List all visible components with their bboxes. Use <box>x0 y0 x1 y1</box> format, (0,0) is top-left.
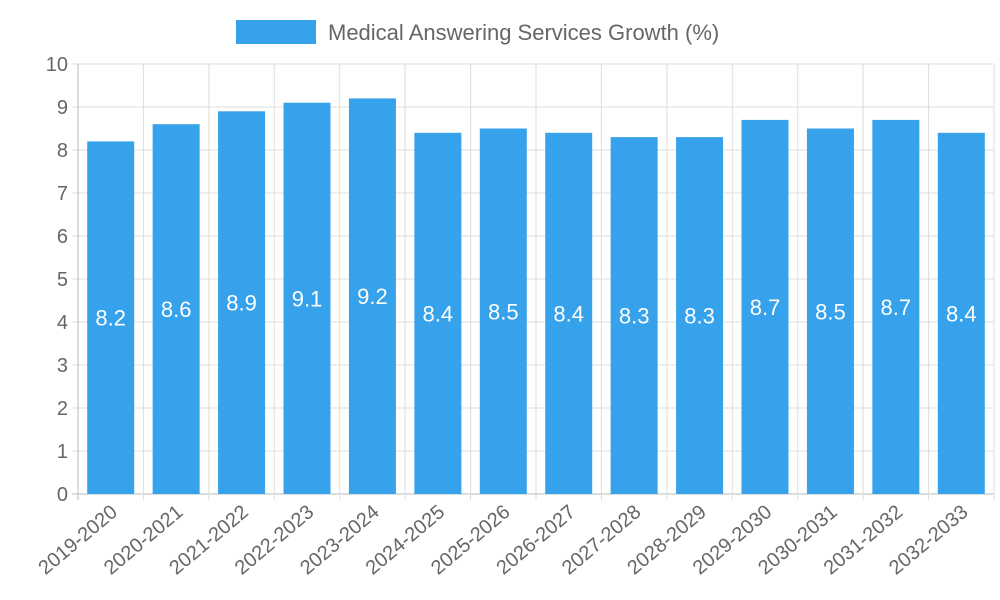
data-labels: 8.2 8.6 8.9 9.1 9.2 8.4 8.5 8.4 8.3 8.3 8.7 8.5 8.7 8… <box>95 284 976 331</box>
y-tick-label: 10 <box>46 54 68 76</box>
bar <box>937 132 985 495</box>
bar <box>87 141 135 494</box>
bar <box>283 102 331 494</box>
data-label: 9.1 <box>292 286 323 311</box>
bar <box>152 124 200 494</box>
y-tick-label: 9 <box>57 97 68 119</box>
bar <box>676 137 724 494</box>
data-label: 8.5 <box>488 299 519 324</box>
data-label: 8.3 <box>684 304 715 329</box>
y-tick-label: 7 <box>57 183 68 205</box>
legend[interactable]: Medical Answering Services Growth (%) <box>236 20 719 45</box>
y-tick-label: 8 <box>57 140 68 162</box>
bar <box>741 119 789 495</box>
bars <box>87 98 985 495</box>
bar <box>218 111 266 495</box>
y-tick-label: 2 <box>57 398 68 420</box>
data-label: 8.9 <box>226 291 257 316</box>
data-label: 8.6 <box>161 297 192 322</box>
bar <box>545 132 593 495</box>
grid <box>72 63 995 500</box>
bar <box>348 98 396 495</box>
data-label: 8.4 <box>423 301 454 326</box>
y-tick-label: 6 <box>57 226 68 248</box>
y-tick-label: 4 <box>57 312 68 334</box>
legend-label: Medical Answering Services Growth (%) <box>328 20 719 45</box>
bar <box>806 128 854 494</box>
data-label: 8.4 <box>946 301 977 326</box>
x-axis: 2019-20202020-20212021-20222022-20232023… <box>35 501 973 579</box>
y-tick-label: 5 <box>57 269 68 291</box>
data-label: 8.2 <box>95 306 126 331</box>
bar <box>479 128 527 494</box>
data-label: 8.7 <box>881 295 912 320</box>
y-tick-label: 0 <box>57 484 68 506</box>
bar <box>414 132 462 495</box>
bar <box>610 137 658 494</box>
bar <box>872 119 920 495</box>
legend-swatch <box>236 20 316 44</box>
data-label: 9.2 <box>357 284 388 309</box>
data-label: 8.3 <box>619 304 650 329</box>
y-axis: 0 1 2 3 4 5 6 7 8 9 10 <box>46 54 68 506</box>
data-label: 8.4 <box>553 301 584 326</box>
data-label: 8.7 <box>750 295 781 320</box>
data-label: 8.5 <box>815 299 846 324</box>
y-tick-label: 3 <box>57 355 68 377</box>
y-tick-label: 1 <box>57 441 68 463</box>
